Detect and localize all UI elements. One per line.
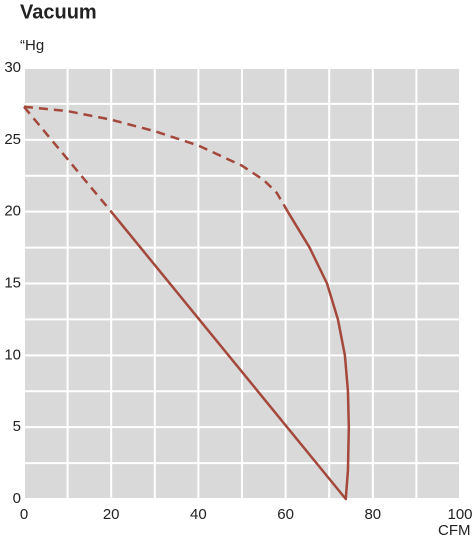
x-tick-label: 60	[277, 506, 294, 523]
y-tick-label: 20	[4, 203, 21, 220]
y-tick-label: 0	[13, 490, 21, 507]
y-tick-label: 25	[4, 131, 21, 148]
y-tick-label: 5	[13, 418, 21, 435]
curve	[23, 105, 113, 213]
chart-title: Vacuum	[20, 1, 97, 23]
y-tick-label: 15	[4, 274, 21, 291]
x-axis-label: CFM	[438, 522, 471, 539]
y-axis-label: “Hg	[20, 37, 44, 54]
x-tick-label: 40	[190, 506, 207, 523]
x-tick-label: 20	[103, 506, 120, 523]
x-tick-label: 100	[447, 506, 472, 523]
y-tick-label: 30	[4, 59, 21, 76]
curve	[110, 210, 351, 501]
x-tick-label: 0	[20, 506, 28, 523]
x-tick-label: 80	[364, 506, 381, 523]
y-tick-label: 10	[4, 346, 21, 363]
